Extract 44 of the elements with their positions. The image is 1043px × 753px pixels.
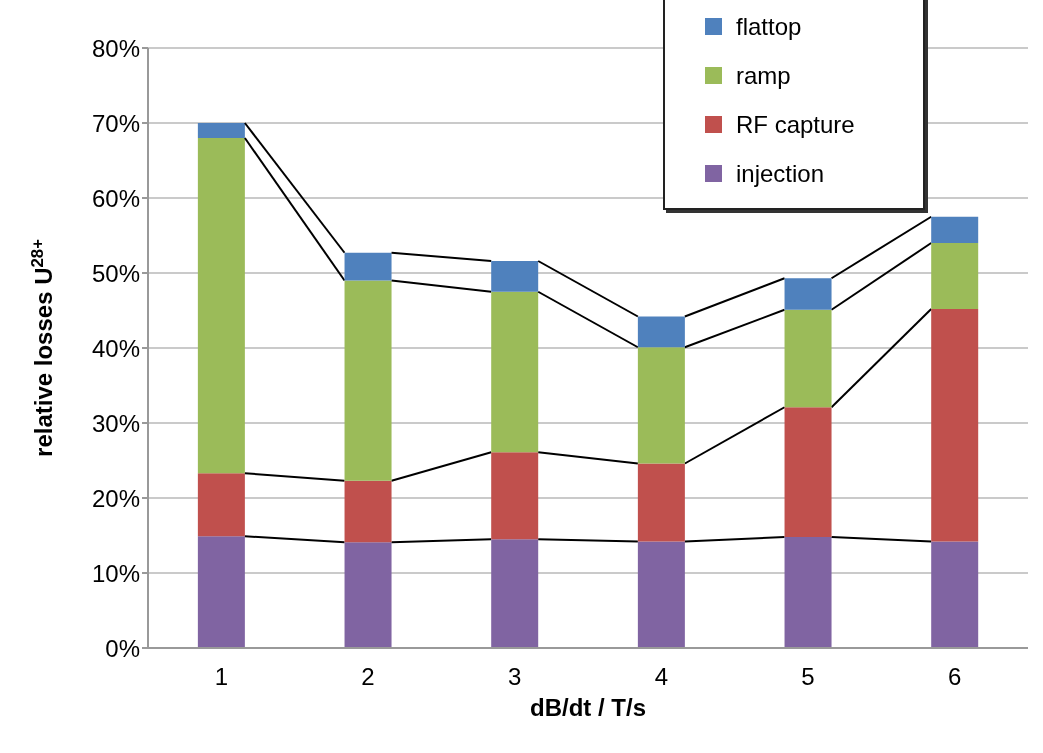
bar	[637, 463, 685, 542]
y-tick-label: 40%	[91, 334, 140, 362]
bar	[637, 541, 685, 648]
bar	[344, 252, 392, 281]
x-tick-label: 5	[801, 663, 815, 691]
bar	[931, 541, 979, 648]
legend-label: flattop	[736, 12, 802, 41]
x-axis-title: dB/dt / T/s	[530, 694, 646, 721]
bar	[637, 347, 685, 464]
x-tick-label: 2	[361, 663, 375, 691]
bar	[197, 138, 245, 474]
y-tick-label: 20%	[91, 484, 140, 512]
bar	[784, 407, 832, 537]
y-tick-label: 10%	[91, 559, 140, 587]
bar	[491, 539, 539, 648]
bar	[784, 537, 832, 648]
legend-label: ramp	[736, 61, 791, 90]
bar	[197, 123, 245, 138]
y-tick-label: 70%	[91, 109, 140, 137]
bar	[931, 243, 979, 309]
x-tick-label: 1	[214, 663, 229, 691]
bar	[637, 316, 685, 348]
x-tick-label: 4	[654, 663, 669, 691]
bar	[784, 309, 832, 408]
bar	[344, 280, 392, 481]
bar	[197, 473, 245, 537]
x-tick-label: 3	[507, 663, 522, 691]
y-tick-label: 30%	[91, 409, 140, 437]
x-tick-label: 6	[947, 663, 962, 691]
bar	[931, 216, 979, 243]
bar	[491, 261, 539, 292]
legend-label: injection	[736, 159, 825, 188]
y-tick-label: 0%	[105, 634, 140, 662]
y-tick-label: 60%	[91, 184, 140, 212]
bar	[784, 278, 832, 310]
bar	[491, 291, 539, 453]
y-tick-label: 80%	[91, 34, 140, 62]
bar	[197, 536, 245, 648]
y-tick-label: 50%	[91, 259, 140, 287]
bar	[491, 452, 539, 540]
legend-label: RF capture	[736, 110, 855, 139]
bar	[344, 542, 392, 648]
bar	[344, 480, 392, 543]
bar	[931, 309, 979, 542]
